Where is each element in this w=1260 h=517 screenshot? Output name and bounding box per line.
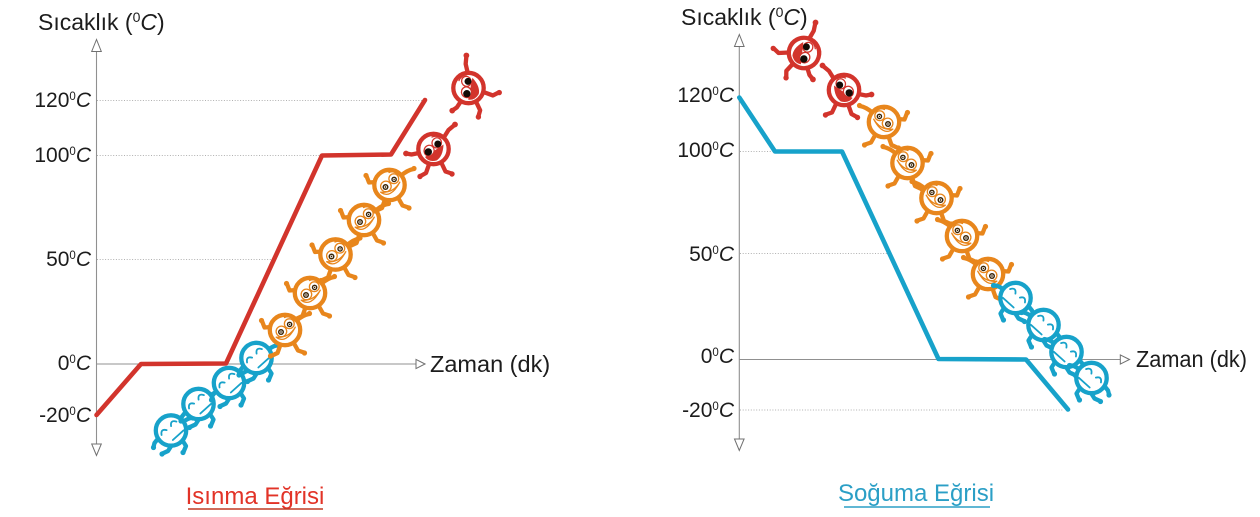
- svg-text:Zaman (dk): Zaman (dk): [430, 351, 550, 377]
- svg-text:1000C: 1000C: [34, 144, 91, 167]
- svg-text:500C: 500C: [689, 243, 735, 266]
- svg-text:00C: 00C: [58, 352, 92, 375]
- svg-text:00C: 00C: [701, 345, 735, 368]
- svg-text:1000C: 1000C: [677, 139, 734, 162]
- svg-text:Zaman (dk): Zaman (dk): [1136, 346, 1247, 372]
- svg-text:1200C: 1200C: [34, 89, 91, 112]
- svg-text:Sıcaklık (0C): Sıcaklık (0C): [681, 4, 808, 30]
- svg-text:Soğuma Eğrisi: Soğuma Eğrisi: [838, 480, 994, 507]
- svg-text:Isınma Eğrisi: Isınma Eğrisi: [186, 483, 325, 510]
- svg-text:-200C: -200C: [682, 399, 735, 422]
- svg-text:-200C: -200C: [39, 404, 92, 427]
- svg-text:1200C: 1200C: [677, 84, 734, 107]
- svg-text:Sıcaklık (0C): Sıcaklık (0C): [38, 9, 165, 35]
- svg-text:500C: 500C: [46, 248, 92, 271]
